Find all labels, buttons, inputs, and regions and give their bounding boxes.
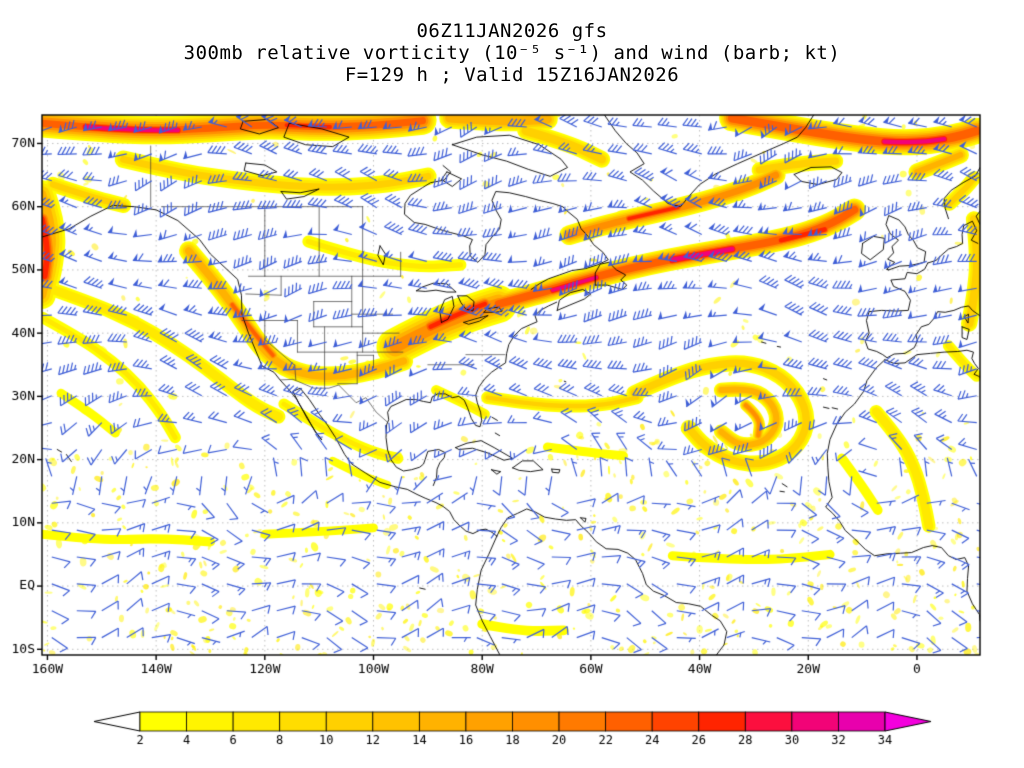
title-line-run: 06Z11JAN2026 gfs: [416, 20, 608, 42]
title-line-valid: F=129 h ; Valid 15Z16JAN2026: [344, 64, 680, 86]
title-line-field: 300mb relative vorticity (10⁻⁵ s⁻¹) and …: [183, 42, 841, 64]
chart-title-block: 06Z11JAN2026 gfs 300mb relative vorticit…: [0, 20, 1024, 86]
